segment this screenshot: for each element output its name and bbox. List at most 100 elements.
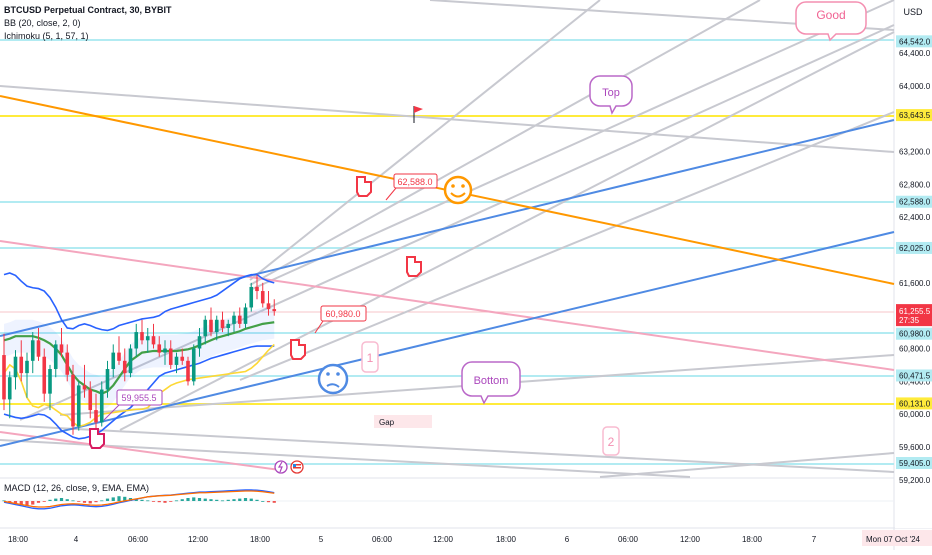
bottom-callout[interactable]: Bottom <box>461 361 521 405</box>
candle-body[interactable] <box>249 286 254 308</box>
candle-body[interactable] <box>157 344 162 353</box>
candle-body[interactable] <box>214 319 219 333</box>
candle-body[interactable] <box>209 319 213 333</box>
price-level-tag[interactable] <box>896 195 932 208</box>
pointing-hand-icon[interactable] <box>356 176 372 197</box>
candle-body[interactable] <box>266 303 271 310</box>
wave-2-marker[interactable]: 2 <box>602 426 620 456</box>
price-level-tag[interactable] <box>896 369 932 382</box>
candle-body[interactable] <box>19 356 24 374</box>
candle-body[interactable] <box>2 355 6 400</box>
price-level-tag[interactable] <box>896 457 932 470</box>
candle-body[interactable] <box>191 348 196 382</box>
candle-body[interactable] <box>226 323 231 328</box>
candle-body[interactable] <box>25 360 29 374</box>
price-level-tag[interactable] <box>896 327 932 340</box>
candle-body[interactable] <box>59 344 64 353</box>
candle-body[interactable] <box>36 340 41 357</box>
fan-line-10[interactable] <box>599 452 895 478</box>
candle-body[interactable] <box>260 291 265 304</box>
candle-body[interactable] <box>237 315 242 324</box>
bb-indicator-label[interactable]: BB (20, close, 2, 0) <box>4 18 81 28</box>
fan-line-4[interactable] <box>249 0 761 286</box>
candle-body[interactable] <box>197 336 202 349</box>
price-note-60980[interactable]: 60,980.0 <box>314 305 367 334</box>
pink-trend-line-2[interactable] <box>0 431 281 471</box>
candle-body[interactable] <box>122 360 127 374</box>
smiley-icon[interactable] <box>443 175 473 205</box>
candle-body[interactable] <box>117 352 121 361</box>
good-callout[interactable]: Good <box>795 1 867 42</box>
last-price-tag[interactable] <box>896 304 932 327</box>
candle-body[interactable] <box>30 340 35 361</box>
candle-body[interactable] <box>255 286 259 292</box>
price-level-tag[interactable] <box>896 397 932 410</box>
fan-line-12[interactable] <box>0 85 895 153</box>
price-level-tag[interactable] <box>896 35 932 48</box>
pointing-hand-icon[interactable] <box>406 256 422 277</box>
price-axis[interactable]: 64,400.0 64,000.0 63,200.0 62,800.0 62,400.0… <box>895 0 932 528</box>
fan-line-6[interactable] <box>239 111 895 381</box>
blue-trend-line-lower[interactable] <box>0 231 895 447</box>
candle-body[interactable] <box>105 369 110 390</box>
candle-body[interactable] <box>111 352 116 370</box>
gap-box[interactable] <box>374 415 432 428</box>
macd-indicator-label[interactable]: MACD (12, 26, close, 9, EMA, EMA) <box>4 483 150 493</box>
fan-line-1[interactable] <box>19 24 895 421</box>
candle-body[interactable] <box>65 352 70 375</box>
top-callout[interactable]: Top <box>589 75 633 115</box>
fan-line-3[interactable] <box>249 0 895 291</box>
candle-body[interactable] <box>151 336 156 345</box>
candle-body[interactable] <box>13 356 18 378</box>
candle-body[interactable] <box>134 332 139 349</box>
candle-body[interactable] <box>220 319 225 328</box>
us-flag-event-icon[interactable] <box>290 460 304 474</box>
pointing-hand-icon[interactable] <box>89 428 105 449</box>
fan-line-9[interactable] <box>0 439 691 478</box>
main-pane[interactable] <box>0 0 894 478</box>
annotations[interactable]: Good Top Bottom Gap 62,588.0 <box>89 1 867 474</box>
current-time-tag[interactable] <box>862 530 932 546</box>
candle-body[interactable] <box>48 369 52 394</box>
candle-body[interactable] <box>71 374 75 427</box>
candle-body[interactable] <box>82 385 87 390</box>
time-axis[interactable]: 18:00 4 06:00 12:00 18:00 5 06:00 12:00 18:00 6 06… <box>8 530 932 546</box>
fan-line-5[interactable] <box>249 0 601 281</box>
lightning-event-icon[interactable] <box>274 460 288 474</box>
price-note-62588[interactable]: 62,588.0 <box>385 173 438 201</box>
pink-trend-line[interactable] <box>0 240 895 371</box>
candle-body[interactable] <box>186 360 190 382</box>
candle-body[interactable] <box>180 356 185 361</box>
candle-body[interactable] <box>174 356 179 365</box>
candle-body[interactable] <box>163 348 167 353</box>
candle-body[interactable] <box>76 385 81 427</box>
confused-face-icon[interactable] <box>317 363 349 395</box>
candle-body[interactable] <box>203 319 208 337</box>
candle-body[interactable] <box>7 377 12 400</box>
wave-1-marker[interactable]: 1 <box>361 341 379 373</box>
candle-body[interactable] <box>99 389 104 423</box>
price-level-tag[interactable] <box>896 241 932 254</box>
blue-trend-line-upper[interactable] <box>0 119 895 337</box>
candle-body[interactable] <box>272 309 277 312</box>
ichimoku-indicator-label[interactable]: Ichimoku (5, 1, 57, 1) <box>4 31 89 41</box>
candle-body[interactable] <box>243 307 248 324</box>
price-level-tag[interactable] <box>896 109 932 122</box>
candle-body[interactable] <box>94 410 98 423</box>
pointing-hand-icon[interactable] <box>290 339 306 360</box>
fan-line-2[interactable] <box>119 31 895 431</box>
candle-body[interactable] <box>145 336 150 341</box>
candle-body[interactable] <box>232 315 236 324</box>
candle-body[interactable] <box>168 348 173 365</box>
candle-body[interactable] <box>128 348 133 374</box>
candle-body[interactable] <box>88 389 93 411</box>
candlesticks[interactable] <box>2 274 277 435</box>
candle-body[interactable] <box>42 356 47 394</box>
price-note-59955[interactable]: 59,955.5 <box>103 389 163 421</box>
currency-button[interactable]: USD <box>903 7 923 17</box>
candle-body[interactable] <box>53 344 58 370</box>
symbol-title[interactable]: BTCUSD Perpetual Contract, 30, BYBIT <box>4 5 172 15</box>
flag-icon[interactable] <box>413 106 423 123</box>
candle-body[interactable] <box>140 332 144 341</box>
